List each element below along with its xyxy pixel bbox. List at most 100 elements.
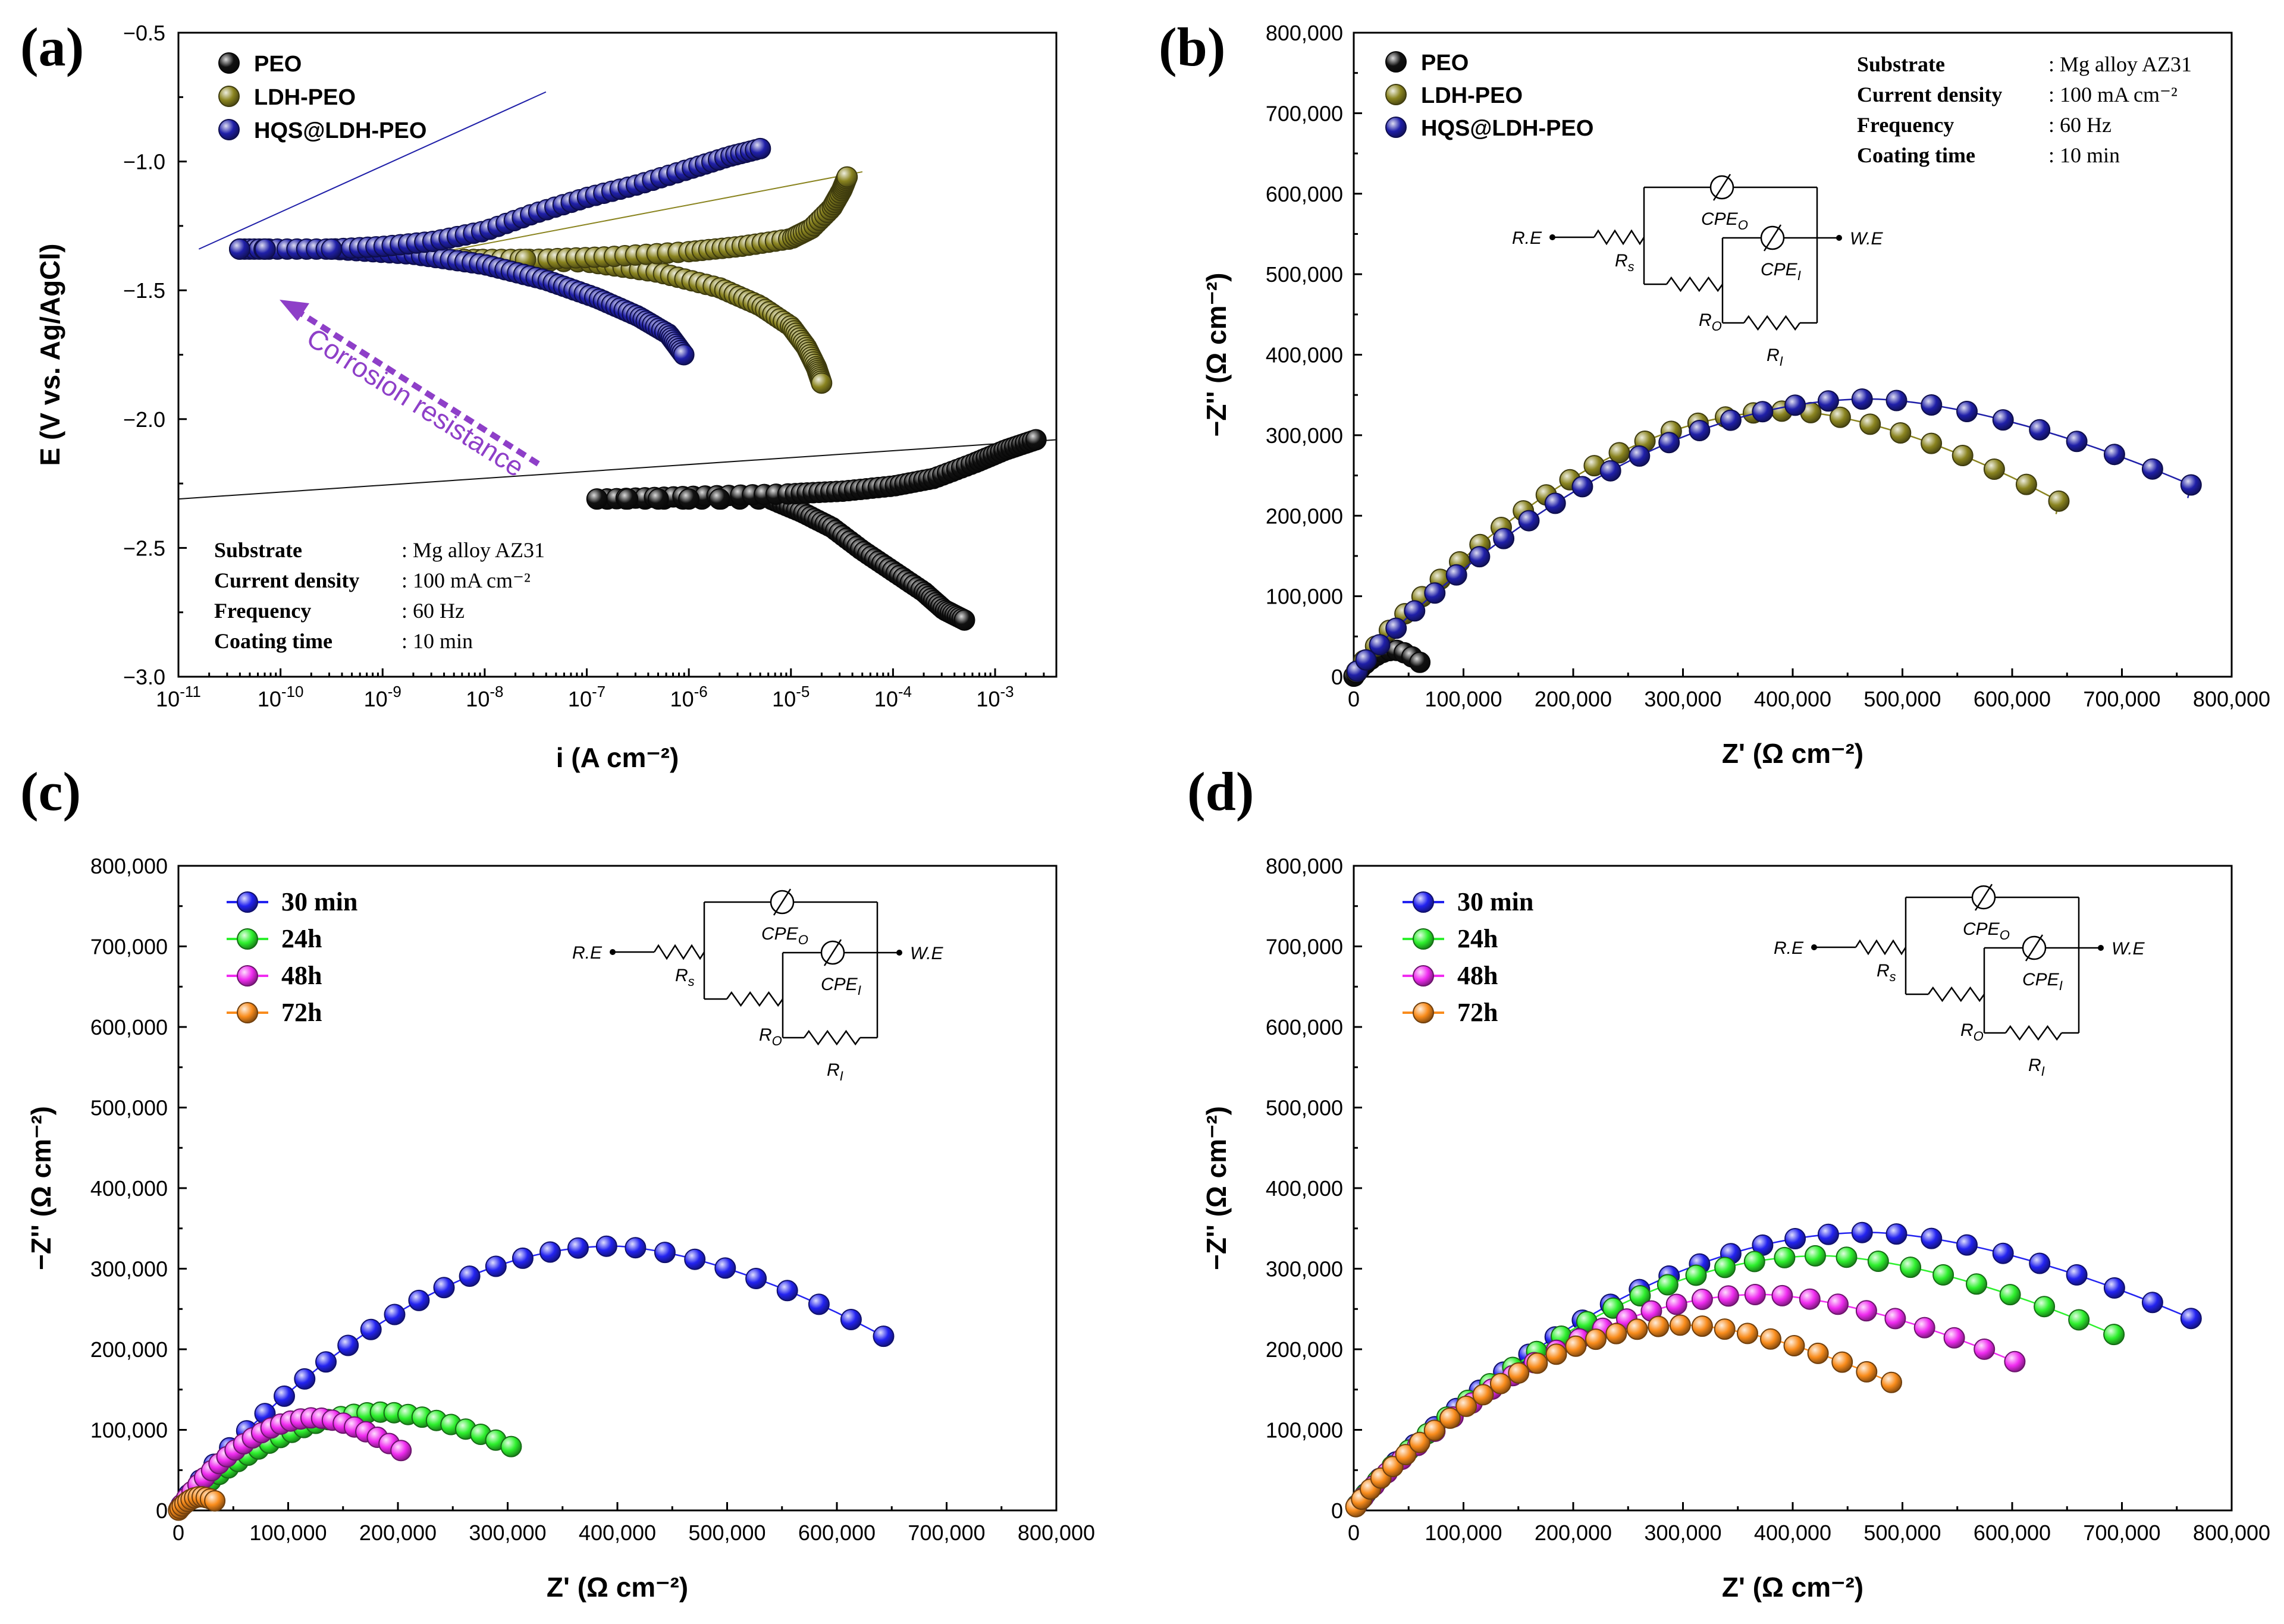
x-axis-title: i (A cm⁻²) [556,742,679,773]
x-tick-label: 700,000 [908,1521,985,1545]
data-point [1885,1223,1907,1245]
legend-label: 30 min [281,887,357,916]
x-tick-label: 400,000 [1754,687,1831,711]
legend-label: HQS@LDH-PEO [254,118,426,143]
data-point [567,1237,589,1259]
legend-marker [218,86,240,107]
x-tick-label: 10-9 [364,683,401,711]
data-point [673,344,695,366]
svg-text:Rs: Rs [1877,961,1896,984]
data-point [274,1385,295,1407]
y-axis-title: −Z'' (Ω cm⁻²) [1201,1106,1232,1270]
data-point [1999,1284,2021,1306]
data-point [1851,388,1873,410]
data-point [485,1255,507,1277]
series-hqs-ldh-peo [1346,388,2202,682]
x-tick-label: 600,000 [1974,1521,2051,1545]
svg-text:RO: RO [1699,310,1722,334]
data-point [204,1490,226,1512]
x-tick-label: 0 [172,1521,184,1545]
y-tick-label: 800,000 [90,854,168,878]
series-30-min [170,1235,895,1516]
data-point [1992,409,2014,431]
svg-text:RO: RO [759,1025,782,1048]
y-tick-label: 600,000 [1266,1015,1343,1039]
data-point [1423,1419,1445,1441]
data-point [1025,429,1047,451]
y-tick-label: 400,000 [1266,343,1343,367]
data-point [2103,1324,2125,1346]
y-tick-label: 800,000 [1266,854,1343,878]
data-point [586,488,608,510]
x-tick-label: 100,000 [249,1521,327,1545]
data-point [1783,1335,1805,1356]
data-point [2029,419,2051,441]
data-point [776,1280,798,1302]
data-point [1369,634,1391,656]
data-point [1956,1234,1978,1256]
data-point [595,1235,617,1257]
data-point [1599,460,1621,482]
data-point [1867,1251,1889,1272]
x-tick-label: 400,000 [579,1521,656,1545]
data-point [1629,1285,1651,1306]
data-point [1629,445,1651,467]
data-point [384,1303,406,1325]
info-key: Current density [1857,83,2002,106]
data-point [1817,1223,1839,1245]
data-point [1983,458,2005,480]
data-point [678,488,700,510]
y-tick-label: 500,000 [90,1096,168,1120]
equivalent-circuit: R.E Rs CPEO RO CPEI RI W.E [1774,884,2145,1079]
legend-label: LDH-PEO [254,85,356,110]
y-tick-label: 300,000 [1266,423,1343,448]
svg-text:CPEI: CPEI [2022,970,2063,993]
data-point [1508,1362,1530,1384]
data-point [1752,401,1774,423]
series-72h [1345,1314,1902,1518]
data-point [1805,1245,1826,1267]
x-tick-label: 0 [1348,1521,1360,1545]
tafel-fit-line [178,439,1057,500]
data-point [714,1257,736,1279]
data-point [1921,432,1943,454]
data-point [1956,401,1978,422]
data-point [1885,389,1907,412]
y-tick-label: 800,000 [1266,21,1343,45]
x-tick-label: 700,000 [2083,1521,2160,1545]
series-hqs-ldh-peo [229,137,771,366]
info-value: : 10 min [2048,143,2120,167]
legend-marker [1413,1002,1434,1023]
data-point [1691,1289,1713,1310]
y-tick-label: −2.0 [123,407,165,432]
svg-text:CPEO: CPEO [761,924,808,947]
equivalent-circuit: R.E Rs CPEO RO CPEI RI W.E [572,888,944,1083]
svg-text:R.E: R.E [1774,938,1804,958]
data-point [1743,1251,1765,1273]
data-point [408,1289,430,1311]
x-tick-label: 10-7 [568,683,605,711]
data-point [1992,1242,2014,1264]
info-key: Coating time [1857,143,1975,167]
data-point [953,609,975,631]
series-30-min [1346,1221,2202,1516]
x-tick-label: 500,000 [688,1521,765,1545]
fit-curve [1356,1232,2192,1506]
x-tick-label: 500,000 [1863,1521,1941,1545]
data-point [654,1242,676,1264]
data-point [1744,1284,1766,1305]
series-24h [1346,1245,2125,1516]
y-tick-label: 700,000 [1266,101,1343,125]
svg-text:CPEO: CPEO [1963,919,2010,943]
data-point [808,1293,830,1315]
y-tick-label: −1.0 [123,150,165,174]
x-tick-label: 500,000 [1863,687,1941,711]
data-point [1900,1257,1922,1279]
data-point [1608,442,1630,464]
info-key: Current density [214,568,359,592]
data-point [1689,420,1711,441]
data-point [1544,492,1566,514]
data-point [811,372,833,394]
y-tick-label: −3.0 [123,665,165,689]
data-point [1737,1323,1758,1345]
